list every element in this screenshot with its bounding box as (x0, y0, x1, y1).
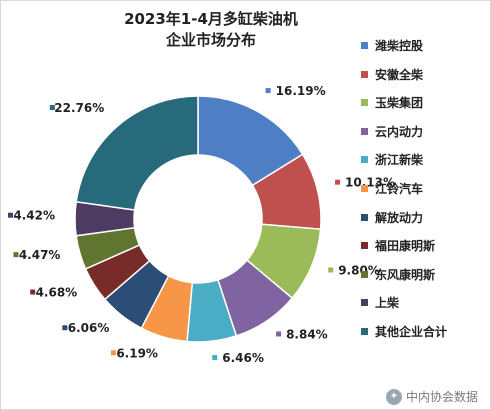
data-label: 6.06% (68, 321, 110, 335)
legend-swatch (361, 213, 368, 221)
legend-item: 江铃汽车 (361, 181, 489, 210)
legend-item: 潍柴控股 (361, 38, 489, 67)
legend-label: 潍柴控股 (375, 39, 424, 53)
legend-item: 解放动力 (361, 210, 489, 239)
legend-swatch (361, 327, 368, 335)
legend-item: 上柴 (361, 295, 489, 324)
data-label: 6.19% (116, 346, 158, 360)
donut-slice (75, 95, 199, 211)
data-label: 4.47% (19, 248, 61, 262)
legend-label: 上柴 (375, 296, 400, 311)
legend-label: 安徽全柴 (375, 67, 424, 82)
legend-item: 云内动力 (361, 124, 489, 153)
wechat-icon: ✦ (385, 388, 402, 405)
data-label-marker (62, 325, 68, 331)
legend-item: 玉柴集团 (361, 95, 489, 124)
legend-swatch (361, 184, 368, 192)
data-label: 16.19% (276, 84, 326, 98)
data-label-marker (265, 88, 271, 94)
legend-label: 解放动力 (375, 210, 424, 225)
legend-label: 福田康明斯 (375, 239, 436, 254)
data-label: 10.13% (345, 176, 395, 190)
legend-swatch (361, 242, 368, 250)
legend-label: 玉柴集团 (375, 96, 424, 111)
data-label-marker (13, 252, 19, 258)
data-label-marker (49, 105, 55, 111)
data-label: 8.84% (286, 327, 328, 341)
legend-item: 其他企业合计 (361, 324, 489, 353)
legend-swatch (361, 299, 368, 307)
legend-swatch (361, 99, 368, 107)
chart-title-line1: 2023年1-4月多缸柴油机 (124, 10, 298, 28)
data-label-marker (276, 331, 282, 337)
legend-item: 东风康明斯 (361, 267, 489, 296)
data-label: 9.80% (338, 263, 380, 277)
watermark-text: 中内协会数据 (405, 390, 478, 404)
data-label-marker (212, 355, 218, 361)
legend-item: 浙江新柴 (361, 152, 489, 181)
data-label: 4.42% (13, 209, 55, 223)
legend-swatch (361, 42, 368, 49)
legend-swatch (361, 127, 368, 135)
data-label-marker (30, 289, 36, 295)
legend-label: 其他企业合计 (375, 324, 448, 339)
legend-label: 浙江新柴 (375, 153, 424, 168)
watermark: ✦ 中内协会数据 (385, 388, 478, 405)
data-label-marker (8, 212, 14, 218)
legend-swatch (361, 70, 368, 78)
legend-label: 云内动力 (375, 124, 424, 139)
legend-label: 江铃汽车 (375, 181, 424, 196)
data-label-marker (110, 350, 116, 356)
data-label-marker (328, 267, 334, 273)
legend-swatch (361, 270, 368, 278)
legend-item: 福田康明斯 (361, 238, 489, 267)
data-label-marker (335, 179, 341, 185)
legend-label: 东风康明斯 (375, 267, 436, 282)
legend-swatch (361, 156, 368, 164)
data-label: 6.46% (222, 351, 264, 365)
chart-title-line2: 企业市场分布 (165, 31, 256, 49)
data-label: 22.76% (54, 101, 104, 115)
data-label: 4.68% (36, 286, 78, 300)
legend-item: 安徽全柴 (361, 67, 489, 96)
chart-title: 2023年1-4月多缸柴油机 企业市场分布 (111, 9, 311, 51)
legend: 潍柴控股安徽全柴玉柴集团云内动力浙江新柴江铃汽车解放动力福田康明斯东风康明斯上柴… (361, 38, 489, 353)
